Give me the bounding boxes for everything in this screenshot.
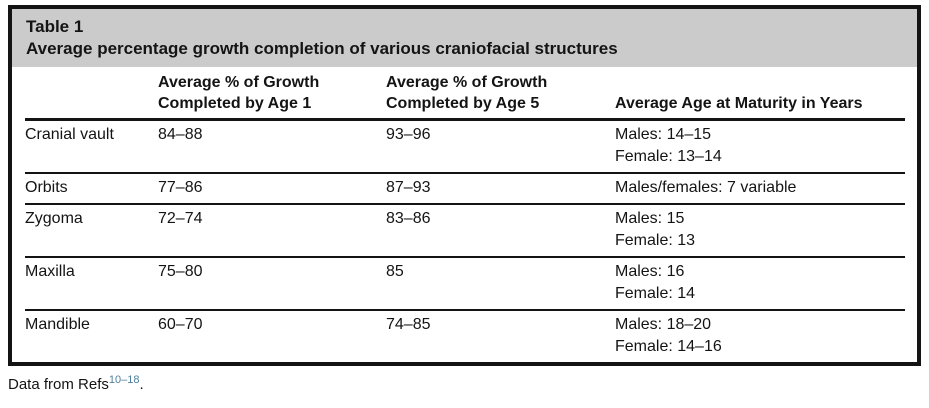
table-caption: Table 1 Average percentage growth comple… <box>12 9 917 67</box>
structure-name: Orbits <box>25 179 68 196</box>
structure-name: Mandible <box>25 316 90 333</box>
refs-superscript-link[interactable]: 10–18 <box>108 374 140 386</box>
age5-value: 74–85 <box>386 316 431 333</box>
column-header-maturity: Average Age at Maturity in Years <box>615 95 863 112</box>
maturity-value: Males: 15 Female: 13 <box>615 210 696 249</box>
maturity-value: Males: 16 Female: 14 <box>615 263 696 302</box>
table-label: Table 1 <box>26 17 84 36</box>
age1-value: 72–74 <box>158 210 203 227</box>
age5-value: 83–86 <box>386 210 431 227</box>
footnote-suffix: . <box>139 376 144 393</box>
structure-name: Maxilla <box>25 263 75 280</box>
column-header-age1: Average % of Growth Completed by Age 1 <box>158 74 320 112</box>
article-page: Table 1 Average percentage growth comple… <box>8 5 921 394</box>
table-body: Average % of Growth Completed by Age 1 A… <box>12 67 917 362</box>
table-row-mandible: Mandible 60–70 74–85 Males: 18–20 Female… <box>25 311 905 362</box>
row-divider <box>25 309 905 311</box>
age5-value: 85 <box>386 263 404 280</box>
maturity-value: Males/females: 7 variable <box>615 179 797 196</box>
table-footnote: Data from Refs10–18. <box>8 375 921 394</box>
row-divider <box>25 203 905 205</box>
maturity-value: Males: 14–15 Female: 13–14 <box>615 126 722 165</box>
age5-value: 93–96 <box>386 126 431 143</box>
table-row-maxilla: Maxilla 75–80 85 Males: 16 Female: 14 <box>25 258 905 309</box>
table-title: Average percentage growth completion of … <box>26 39 618 58</box>
age5-value: 87–93 <box>386 179 431 196</box>
table-row-zygoma: Zygoma 72–74 83–86 Males: 15 Female: 13 <box>25 205 905 256</box>
column-header-row: Average % of Growth Completed by Age 1 A… <box>25 67 905 118</box>
table-row-orbits: Orbits 77–86 87–93 Males/females: 7 vari… <box>25 174 905 203</box>
age1-value: 60–70 <box>158 316 203 333</box>
column-header-age5: Average % of Growth Completed by Age 5 <box>386 74 548 112</box>
row-divider <box>25 172 905 174</box>
age1-value: 84–88 <box>158 126 203 143</box>
header-divider <box>25 118 905 121</box>
table-row-cranial-vault: Cranial vault 84–88 93–96 Males: 14–15 F… <box>25 121 905 172</box>
structure-name: Zygoma <box>25 210 83 227</box>
age1-value: 75–80 <box>158 263 203 280</box>
structure-name: Cranial vault <box>25 126 114 143</box>
table-1: Table 1 Average percentage growth comple… <box>8 5 921 366</box>
footnote-prefix: Data from Refs <box>8 376 109 393</box>
age1-value: 77–86 <box>158 179 203 196</box>
row-divider <box>25 256 905 258</box>
maturity-value: Males: 18–20 Female: 14–16 <box>615 316 722 355</box>
